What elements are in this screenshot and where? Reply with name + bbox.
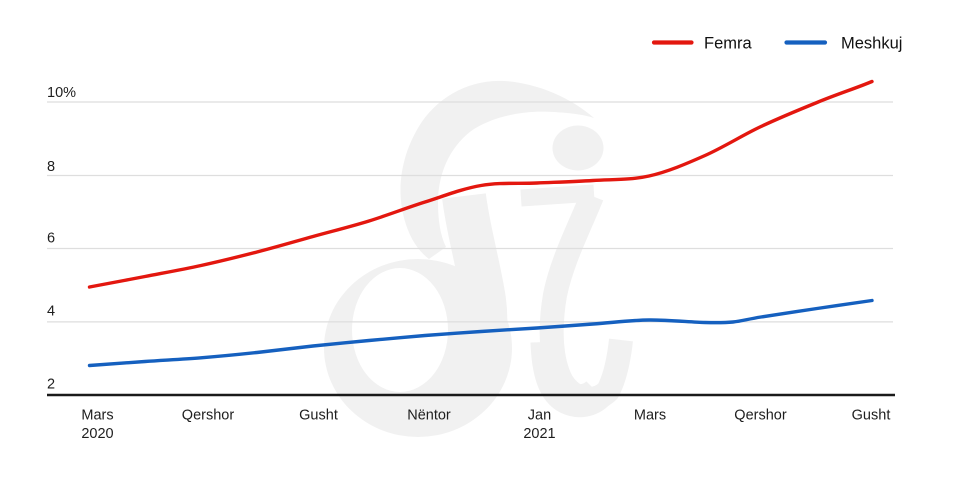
svg-text:2: 2	[47, 377, 55, 393]
svg-text:Femra: Femra	[704, 35, 752, 53]
svg-text:Mars: Mars	[81, 407, 113, 423]
svg-text:Gusht: Gusht	[299, 407, 338, 423]
svg-text:Gusht: Gusht	[852, 407, 891, 423]
svg-text:Meshkuj: Meshkuj	[841, 35, 902, 53]
svg-text:Nëntor: Nëntor	[407, 407, 451, 423]
svg-text:Qershor: Qershor	[734, 407, 787, 423]
svg-text:2020: 2020	[81, 426, 113, 442]
svg-text:Mars: Mars	[634, 407, 666, 423]
svg-text:6: 6	[47, 231, 55, 247]
svg-text:Qershor: Qershor	[182, 407, 235, 423]
svg-text:Jan: Jan	[528, 407, 551, 423]
svg-text:8: 8	[47, 159, 55, 175]
svg-text:2021: 2021	[523, 426, 555, 442]
svg-text:10%: 10%	[47, 85, 76, 101]
svg-text:4: 4	[47, 304, 55, 320]
